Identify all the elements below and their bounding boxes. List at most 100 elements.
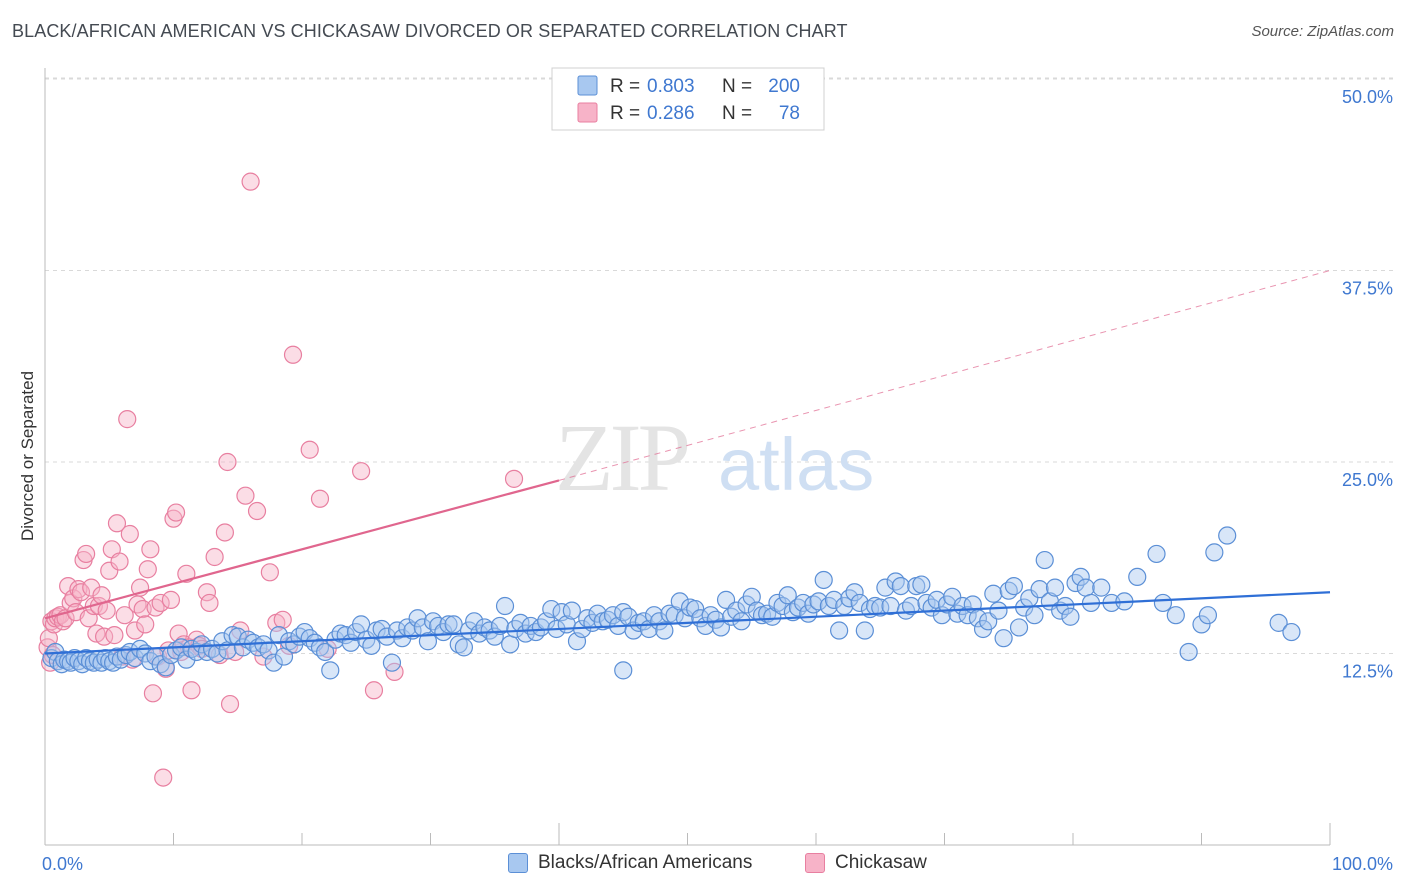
blacks-point-95 — [501, 635, 520, 654]
blacks-point-213 — [1128, 567, 1147, 587]
watermark-atlas: atlas — [718, 423, 874, 506]
blacks-point-220 — [1205, 543, 1224, 562]
chickasaw-point-64 — [200, 593, 219, 613]
bottom-legend: Blacks/African Americans Chickasaw — [0, 848, 1406, 880]
blacks-point-173 — [901, 596, 921, 616]
chickasaw-point-85 — [364, 681, 384, 700]
blacks-point-219 — [1198, 606, 1218, 625]
blacks-point-93 — [490, 616, 509, 636]
chickasaw-point-53 — [166, 503, 186, 522]
blacks-point-107 — [562, 601, 581, 620]
blacks-point-32 — [177, 650, 196, 669]
blacks-point-149 — [778, 586, 797, 605]
legend-swatch-blue — [577, 75, 598, 96]
x-tick-label-1: 100.0% — [1332, 854, 1393, 874]
blacks-point-115 — [603, 606, 623, 625]
legend-r-label-1: R = — [610, 103, 640, 124]
blacks-point-171 — [891, 576, 910, 596]
blacks-point-181 — [943, 587, 962, 606]
legend-box — [551, 67, 825, 131]
blacks-point-124 — [650, 612, 669, 631]
blacks-point-60 — [321, 661, 340, 680]
y-tick-label-1: 25.0% — [1342, 470, 1393, 490]
blacks-point-49 — [264, 653, 283, 672]
chickasaw-point-73 — [241, 172, 260, 191]
legend-n-label-0: N = — [722, 76, 752, 97]
chickasaw-trend-line — [44, 479, 560, 620]
blacks-point-214 — [1147, 544, 1166, 564]
legend-label-chickasaw: Chickasaw — [835, 852, 927, 873]
blacks-point-86 — [454, 638, 474, 657]
blacks-point-66 — [352, 615, 371, 634]
legend-r-value-1: 0.286 — [647, 103, 695, 124]
y-tick-labels: 12.5% 25.0% 37.5% 50.0% — [1342, 87, 1393, 682]
blacks-point-209 — [1092, 578, 1111, 597]
chickasaw-point-27 — [100, 561, 119, 580]
chickasaw-point-76 — [260, 563, 279, 582]
chickasaw-points — [38, 172, 524, 787]
chickasaw-point-47 — [151, 593, 170, 613]
chickasaw-point-35 — [120, 524, 139, 544]
blacks-point-204 — [1061, 607, 1080, 626]
chickasaw-point-65 — [205, 547, 224, 567]
blacks-point-79 — [418, 632, 438, 651]
chickasaw-point-44 — [143, 684, 163, 703]
blacks-point-164 — [855, 621, 874, 640]
grid-lines — [45, 77, 1395, 654]
chickasaw-point-16 — [71, 583, 91, 602]
chickasaw-point-26 — [97, 601, 116, 620]
legend-item-blacks: Blacks/African Americans — [508, 852, 752, 874]
chickasaw-point-63 — [197, 583, 217, 602]
blacks-point-131 — [686, 599, 705, 619]
blacks-point-207 — [1076, 578, 1095, 597]
chickasaw-point-37 — [125, 621, 145, 640]
legend-item-chickasaw: Chickasaw — [805, 852, 927, 874]
chickasaw-point-69 — [220, 694, 240, 714]
chickasaw-point-82 — [300, 440, 319, 459]
chickasaw-point-43 — [141, 540, 160, 559]
blacks-point-218 — [1192, 615, 1211, 634]
blacks-point-168 — [876, 578, 895, 597]
blacks-point-215 — [1153, 593, 1173, 613]
blacks-point-175 — [912, 575, 931, 594]
watermark: ZIP atlas — [555, 404, 874, 511]
chickasaw-point-67 — [215, 523, 234, 542]
chart-title: BLACK/AFRICAN AMERICAN VS CHICKASAW DIVO… — [12, 21, 848, 41]
blacks-point-87 — [459, 621, 479, 640]
chickasaw-point-68 — [218, 452, 237, 472]
watermark-zip: ZIP — [555, 404, 688, 511]
chickasaw-point-41 — [136, 615, 155, 634]
chickasaw-point-18 — [77, 544, 96, 564]
source-label: Source: ZipAtlas.com — [1251, 23, 1394, 40]
chickasaw-trend-extension — [558, 270, 1331, 481]
legend-n-value-1: 78 — [779, 103, 800, 124]
blacks-point-125 — [655, 621, 674, 640]
chickasaw-point-34 — [118, 410, 137, 429]
blacks-point-163 — [850, 593, 869, 613]
legend-r-label-0: R = — [610, 76, 640, 97]
blacks-point-193 — [1004, 576, 1023, 596]
blacks-point-191 — [994, 629, 1013, 648]
blacks-point-142 — [742, 587, 761, 606]
blacks-point-68 — [362, 636, 381, 655]
chickasaw-point-83 — [310, 489, 330, 508]
blacks-point-162 — [845, 583, 864, 602]
blacks-points — [42, 526, 1301, 680]
blacks-point-27 — [151, 655, 170, 674]
blacks-point-159 — [830, 621, 849, 640]
legend-n-label-1: N = — [722, 103, 752, 124]
blacks-point-194 — [1009, 618, 1029, 637]
blacks-point-147 — [768, 593, 787, 613]
blacks-point-77 — [408, 609, 427, 628]
blacks-point-148 — [773, 596, 792, 616]
chickasaw-point-78 — [273, 610, 292, 629]
blacks-point-156 — [814, 570, 833, 590]
blacks-point-74 — [393, 629, 412, 648]
blacks-point-103 — [542, 599, 561, 619]
blacks-point-217 — [1179, 642, 1198, 662]
chickasaw-point-84 — [352, 462, 371, 481]
chickasaw-point-51 — [161, 590, 181, 609]
x-tick-labels: 0.0% 100.0% — [42, 854, 1393, 874]
blacks-point-72 — [382, 653, 402, 672]
blacks-point-59 — [316, 642, 335, 662]
